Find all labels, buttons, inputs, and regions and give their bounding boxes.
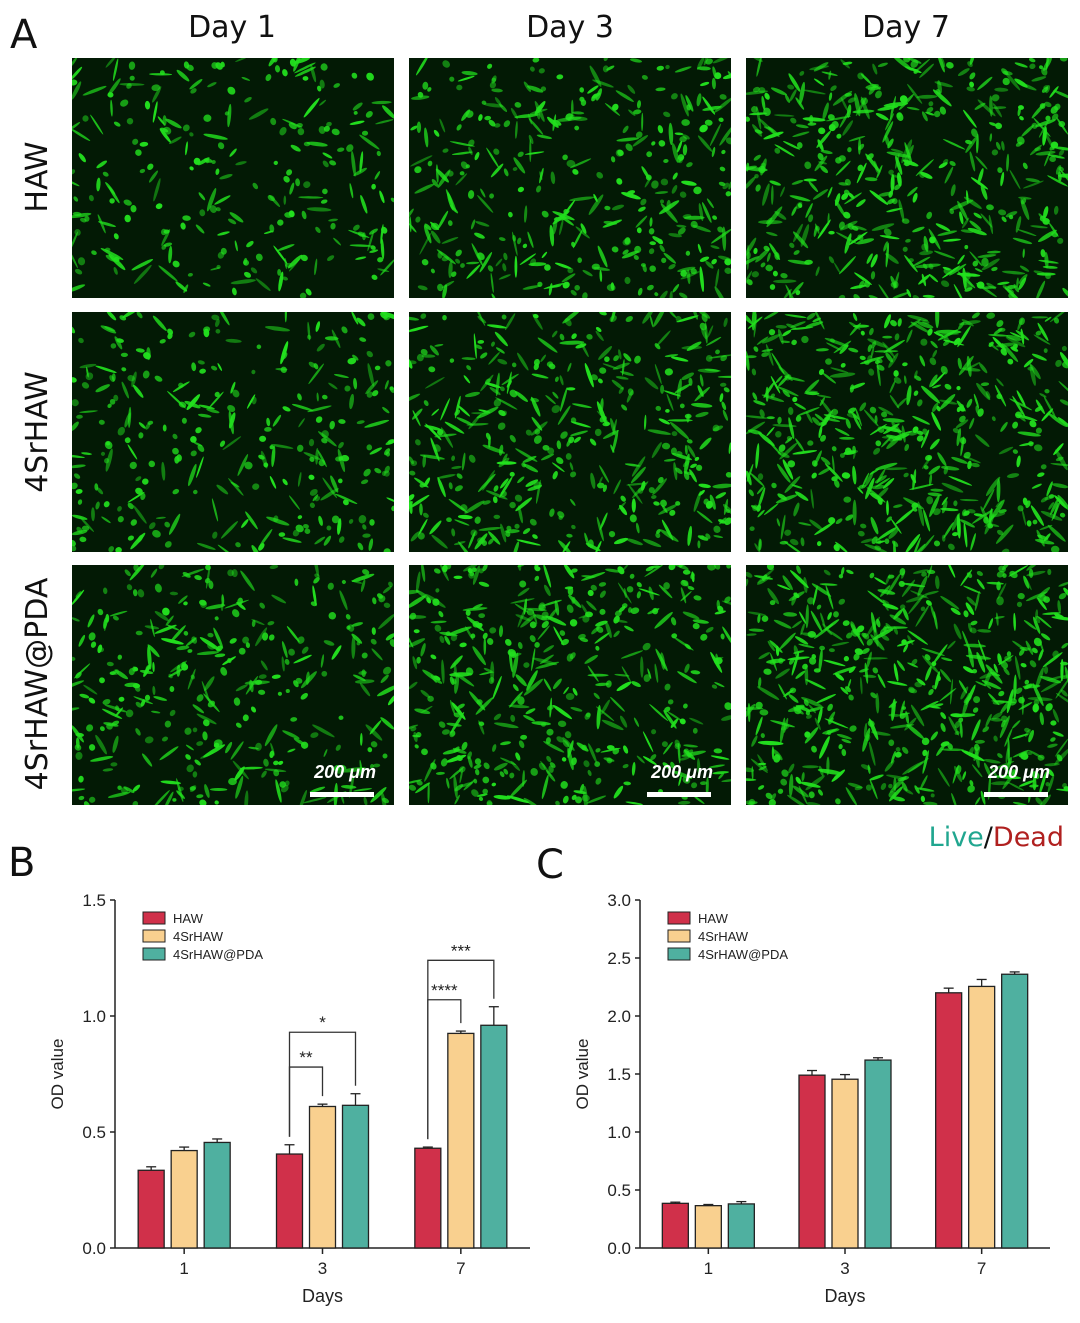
significance-bracket xyxy=(288,1031,357,1137)
micrograph-4srhaw-day-1 xyxy=(72,312,394,552)
panel-label-a: A xyxy=(10,12,38,58)
scale-bar xyxy=(310,792,374,797)
fluorescence-texture xyxy=(746,565,1068,805)
y-axis-label: OD value xyxy=(48,1039,67,1110)
legend-separator: / xyxy=(983,822,993,853)
bar-4srhaw-pda-day1 xyxy=(727,1203,755,1249)
scale-bar-label: 200 μm xyxy=(988,762,1050,782)
x-tick-label: 3 xyxy=(318,1259,327,1278)
y-tick-label: 0.5 xyxy=(607,1181,631,1200)
legend-label: 4SrHAW xyxy=(173,929,224,944)
legend-swatch xyxy=(142,929,166,943)
y-axis-label: OD value xyxy=(573,1039,592,1110)
micrograph-4srhaw-pda-day-7: 200 μm xyxy=(746,565,1068,805)
bar-4srhaw-day3 xyxy=(308,1105,337,1249)
row-header-4srhaw-pda: 4SrHAW@PDA xyxy=(20,577,55,791)
y-tick-label: 0.0 xyxy=(607,1239,631,1258)
panel-label-c: C xyxy=(536,842,564,888)
micrograph-haw-day-1 xyxy=(72,58,394,298)
x-axis-label: Days xyxy=(302,1286,343,1306)
row-header-4srhaw: 4SrHAW xyxy=(20,371,55,493)
significance-label: *** xyxy=(451,941,471,960)
micrograph-haw-day-7 xyxy=(746,58,1068,298)
fluorescence-texture xyxy=(746,312,1068,552)
live-dead-legend: Live/Dead xyxy=(929,822,1064,853)
bar-4srhaw-day1 xyxy=(170,1149,198,1249)
fluorescence-texture xyxy=(409,565,731,805)
y-tick-label: 1.5 xyxy=(82,891,106,910)
scale-bar xyxy=(984,792,1048,797)
bar-haw-day7 xyxy=(414,1147,442,1249)
legend-swatch xyxy=(667,929,691,943)
x-tick-label: 1 xyxy=(179,1259,188,1278)
live-label: Live xyxy=(928,822,984,853)
row-header-haw: HAW xyxy=(20,141,55,213)
bar-4srhaw-day3 xyxy=(831,1078,859,1249)
fluorescence-texture xyxy=(72,58,394,298)
bar-4srhaw-pda-day7 xyxy=(1001,973,1029,1249)
y-tick-label: 2.5 xyxy=(607,949,631,968)
x-tick-label: 3 xyxy=(840,1259,849,1278)
legend-label: 4SrHAW xyxy=(698,929,749,944)
legend-label: 4SrHAW@PDA xyxy=(173,947,263,962)
legend-label: HAW xyxy=(173,911,204,926)
y-tick-label: 0.0 xyxy=(82,1239,106,1258)
micrograph-4srhaw-pda-day-3: 200 μm xyxy=(409,565,731,805)
micrograph-haw-day-3 xyxy=(409,58,731,298)
y-tick-label: 1.5 xyxy=(607,1065,631,1084)
bar-haw-day1 xyxy=(661,1202,689,1249)
x-tick-label: 7 xyxy=(456,1259,465,1278)
dead-label: Dead xyxy=(992,822,1064,853)
bar-4srhaw-day1 xyxy=(694,1205,722,1249)
fluorescence-texture xyxy=(409,312,731,552)
y-tick-label: 1.0 xyxy=(82,1007,106,1026)
micrograph-4srhaw-pda-day-1: 200 μm xyxy=(72,565,394,805)
legend-swatch xyxy=(142,911,166,925)
significance-label: * xyxy=(319,1013,326,1032)
significance-bracket xyxy=(427,959,495,1140)
bar-haw-day7 xyxy=(935,992,963,1249)
micrograph-4srhaw-day-3 xyxy=(409,312,731,552)
y-tick-label: 0.5 xyxy=(82,1123,106,1142)
y-tick-label: 1.0 xyxy=(607,1123,631,1142)
column-header-day3: Day 3 xyxy=(526,10,614,45)
legend-swatch xyxy=(142,947,166,961)
bar-haw-day1 xyxy=(137,1169,165,1249)
significance-label: **** xyxy=(431,981,458,1000)
scale-bar-label: 200 μm xyxy=(314,762,376,782)
panel-label-b: B xyxy=(8,840,36,886)
significance-label: ** xyxy=(299,1048,313,1067)
legend-label: HAW xyxy=(698,911,729,926)
fluorescence-texture xyxy=(409,58,731,298)
fluorescence-texture xyxy=(72,565,394,805)
bar-haw-day3 xyxy=(798,1074,826,1249)
legend-swatch xyxy=(667,911,691,925)
micrograph-4srhaw-day-7 xyxy=(746,312,1068,552)
y-tick-label: 3.0 xyxy=(607,891,631,910)
column-header-day1: Day 1 xyxy=(188,10,276,45)
bar-4srhaw-pda-day3 xyxy=(864,1059,892,1249)
bar-4srhaw-day7 xyxy=(447,1032,475,1249)
y-tick-label: 2.0 xyxy=(607,1007,631,1026)
scale-bar-label: 200 μm xyxy=(651,762,713,782)
column-header-day7: Day 7 xyxy=(862,10,950,45)
legend-swatch xyxy=(667,947,691,961)
x-tick-label: 7 xyxy=(977,1259,986,1278)
fluorescence-texture xyxy=(72,312,394,552)
bar-haw-day3 xyxy=(275,1153,304,1249)
legend-label: 4SrHAW@PDA xyxy=(698,947,788,962)
chart-c-od-value: 0.0 0.5 1.0 1.5 2.0 2.5 3.0 OD value Days 1 3 7 HAW 4… xyxy=(573,891,1050,1306)
bar-4srhaw-pda-day7 xyxy=(480,1024,508,1249)
x-axis-label: Days xyxy=(824,1286,865,1306)
x-tick-label: 1 xyxy=(704,1259,713,1278)
bar-4srhaw-pda-day3 xyxy=(341,1104,370,1249)
bar-4srhaw-day7 xyxy=(968,985,996,1249)
fluorescence-texture xyxy=(746,58,1068,298)
scale-bar xyxy=(647,792,711,797)
bar-4srhaw-pda-day1 xyxy=(203,1141,231,1249)
